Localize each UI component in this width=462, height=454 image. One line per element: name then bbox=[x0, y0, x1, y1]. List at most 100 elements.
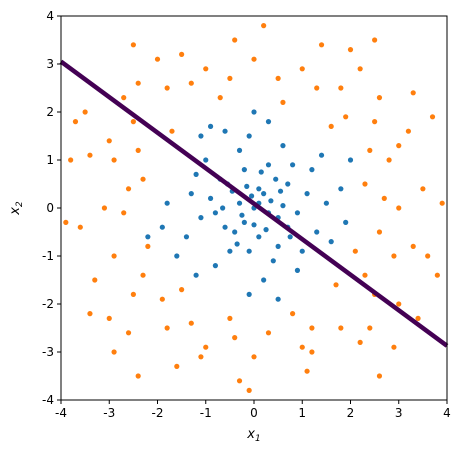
point-series2-75 bbox=[125, 186, 132, 192]
point-series1-4 bbox=[222, 224, 228, 230]
point-series2-59 bbox=[121, 210, 127, 216]
point-series2-4 bbox=[299, 66, 305, 72]
point-series1-45 bbox=[174, 253, 180, 259]
point-series1-16 bbox=[314, 229, 320, 235]
point-series1-58 bbox=[251, 109, 257, 115]
point-series2-6 bbox=[203, 66, 209, 72]
point-series2-48 bbox=[290, 311, 296, 317]
x-tick-label-5: 1 bbox=[298, 406, 306, 420]
point-series1-32 bbox=[268, 198, 274, 204]
point-series1-67 bbox=[239, 212, 245, 218]
ticks-layer: -4 -3 -2 -1 0 1 2 3 4 -4 -3 -2 -1 0 1 2 3 4 bbox=[42, 9, 451, 420]
point-series2-9 bbox=[111, 157, 117, 163]
point-series2-45 bbox=[145, 243, 151, 249]
point-series1-15 bbox=[236, 147, 243, 153]
point-series2-87 bbox=[188, 320, 194, 326]
point-series2-57 bbox=[246, 387, 252, 393]
point-series1-46 bbox=[265, 119, 272, 125]
decision-boundary-line bbox=[59, 59, 449, 348]
point-series1-19 bbox=[212, 263, 218, 269]
point-series2-68 bbox=[434, 272, 440, 278]
point-series2-20 bbox=[420, 186, 426, 192]
point-series2-41 bbox=[280, 99, 286, 105]
point-series2-50 bbox=[376, 95, 383, 101]
decision-line-layer bbox=[59, 59, 449, 348]
point-series1-31 bbox=[241, 219, 247, 225]
point-series2-58 bbox=[381, 195, 387, 201]
point-series1-53 bbox=[212, 210, 218, 216]
point-series2-28 bbox=[87, 152, 93, 158]
point-series2-21 bbox=[410, 243, 416, 249]
point-series2-25 bbox=[232, 37, 238, 43]
point-series2-81 bbox=[188, 80, 194, 86]
point-series2-67 bbox=[82, 109, 88, 115]
point-series2-64 bbox=[347, 47, 354, 53]
x-tick-label-4: 0 bbox=[250, 406, 258, 420]
point-series2-82 bbox=[367, 147, 373, 153]
point-series2-53 bbox=[367, 325, 373, 331]
point-series1-11 bbox=[227, 248, 233, 254]
point-series2-2 bbox=[372, 119, 378, 125]
point-series1-5 bbox=[256, 234, 262, 240]
point-series1-22 bbox=[261, 277, 267, 283]
point-series1-42 bbox=[294, 267, 301, 273]
point-series2-38 bbox=[362, 181, 368, 187]
point-series1-18 bbox=[280, 143, 286, 149]
point-series2-85 bbox=[140, 272, 146, 278]
point-series2-54 bbox=[439, 200, 445, 206]
point-series1-61 bbox=[198, 133, 204, 139]
point-series2-47 bbox=[227, 315, 233, 321]
point-series2-19 bbox=[391, 253, 397, 259]
y-tick-label-2: -2 bbox=[42, 297, 54, 311]
point-series2-70 bbox=[391, 344, 397, 350]
point-series1-44 bbox=[328, 239, 334, 245]
x-axis-label: x1 bbox=[246, 427, 260, 444]
x-tick-label-7: 3 bbox=[395, 406, 403, 420]
point-series2-33 bbox=[236, 378, 243, 384]
point-series1-48 bbox=[338, 186, 344, 192]
point-series1-39 bbox=[273, 176, 279, 182]
point-series2-44 bbox=[140, 176, 146, 182]
point-series1-63 bbox=[207, 123, 214, 129]
y-tick-label-7: 3 bbox=[46, 57, 54, 71]
point-series2-16 bbox=[299, 344, 305, 350]
point-series2-80 bbox=[314, 85, 320, 91]
point-series2-78 bbox=[343, 114, 349, 120]
point-series2-3 bbox=[338, 85, 344, 91]
point-series1-55 bbox=[234, 241, 240, 247]
point-series2-30 bbox=[92, 277, 98, 283]
point-series1-60 bbox=[145, 234, 151, 240]
point-series1-26 bbox=[275, 243, 281, 249]
point-series1-49 bbox=[164, 200, 170, 206]
point-series2-46 bbox=[179, 287, 185, 293]
point-series2-27 bbox=[121, 95, 127, 101]
point-series1-68 bbox=[277, 188, 284, 194]
point-series1-17 bbox=[193, 171, 199, 177]
point-series1-20 bbox=[323, 200, 329, 206]
point-series2-77 bbox=[232, 335, 238, 341]
point-series2-66 bbox=[410, 90, 416, 96]
point-series1-40 bbox=[309, 167, 315, 173]
point-series2-43 bbox=[169, 128, 175, 134]
point-series1-9 bbox=[207, 195, 214, 201]
point-series2-22 bbox=[405, 128, 411, 134]
point-series1-71 bbox=[246, 248, 252, 254]
point-series1-14 bbox=[270, 258, 276, 264]
point-series2-8 bbox=[130, 119, 136, 125]
point-series1-50 bbox=[318, 152, 325, 158]
point-series2-24 bbox=[318, 42, 325, 48]
point-series2-14 bbox=[203, 344, 209, 350]
point-series1-21 bbox=[183, 234, 190, 240]
point-series1-10 bbox=[265, 162, 272, 168]
point-series2-5 bbox=[251, 56, 257, 62]
point-series2-60 bbox=[396, 143, 402, 149]
point-series2-92 bbox=[372, 37, 378, 43]
point-series2-31 bbox=[125, 330, 132, 336]
point-series2-93 bbox=[130, 42, 136, 48]
point-series2-71 bbox=[111, 349, 117, 355]
point-series2-32 bbox=[174, 363, 180, 369]
point-series2-15 bbox=[251, 354, 257, 360]
point-series2-65 bbox=[154, 56, 161, 62]
point-series1-59 bbox=[275, 296, 281, 302]
y-tick-label-5: 1 bbox=[46, 153, 54, 167]
